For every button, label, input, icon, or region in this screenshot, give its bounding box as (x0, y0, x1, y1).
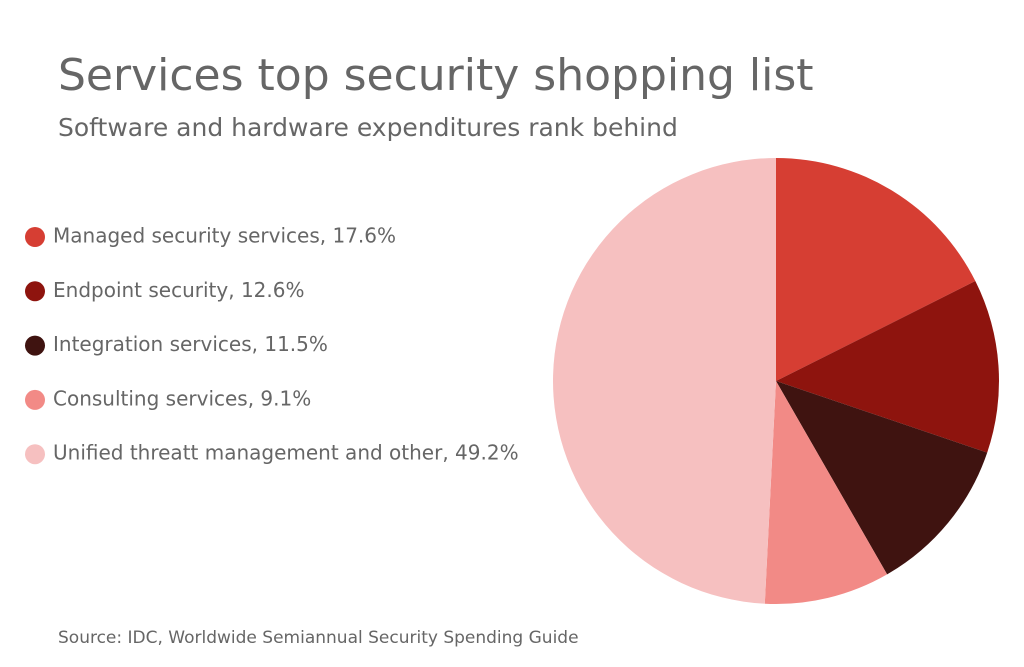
legend-swatch (25, 281, 45, 302)
pie-slice (552, 158, 776, 604)
legend-label: Unified threatt management and other, 49… (53, 441, 519, 465)
legend-label: Integration services, 11.5% (53, 332, 328, 356)
legend-label: Managed security services, 17.6% (53, 224, 396, 248)
pie-slice (776, 381, 988, 575)
pie-slice (764, 381, 888, 604)
legend-swatch (25, 444, 45, 465)
chart-subtitle: Software and hardware expenditures rank … (58, 113, 678, 142)
legend-label: Consulting services, 9.1% (53, 386, 311, 410)
chart-title: Services top security shopping list (58, 50, 814, 101)
source-note: Source: IDC, Worldwide Semiannual Securi… (58, 628, 579, 648)
legend-swatch (25, 227, 45, 247)
legend-swatch (25, 335, 45, 356)
legend-label: Endpoint security, 12.6% (53, 278, 304, 302)
legend-swatch (25, 389, 45, 410)
pie-slice (776, 281, 1000, 453)
pie-slice (776, 158, 976, 381)
